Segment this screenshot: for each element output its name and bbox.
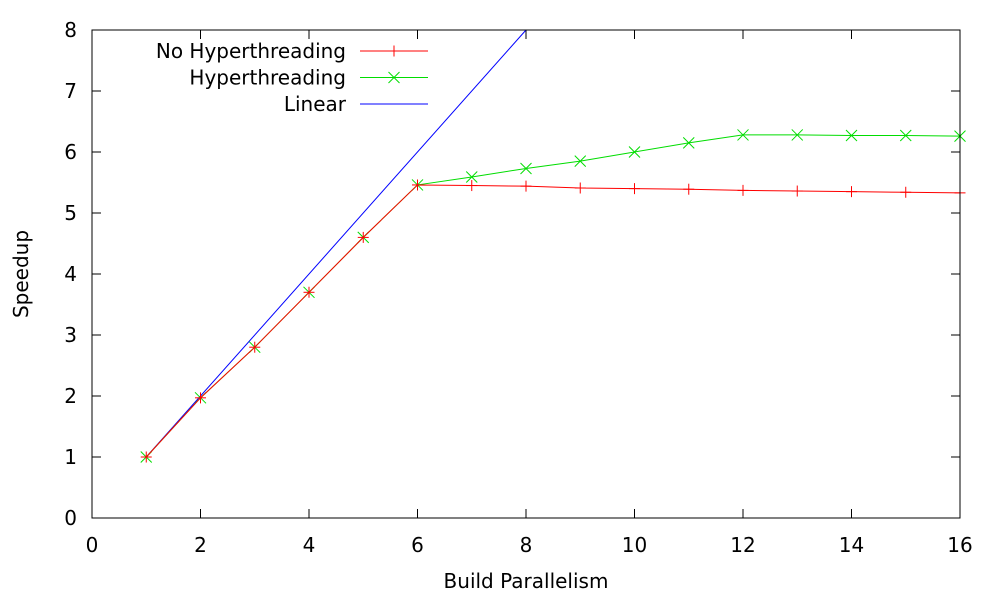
legend-item-linear: Linear bbox=[284, 92, 428, 116]
data-point-hyperthreading bbox=[791, 129, 804, 141]
data-point-no-hyperthreading bbox=[900, 186, 912, 198]
legend-label: Linear bbox=[284, 92, 347, 116]
y-tick-label: 1 bbox=[64, 445, 77, 469]
data-point-no-hyperthreading bbox=[140, 451, 152, 463]
x-tick-label: 14 bbox=[839, 533, 864, 557]
legend-marker bbox=[388, 71, 400, 84]
data-point-no-hyperthreading bbox=[520, 180, 532, 192]
data-point-no-hyperthreading bbox=[303, 286, 315, 298]
y-tick-label: 6 bbox=[64, 140, 77, 164]
data-point-no-hyperthreading bbox=[574, 182, 586, 194]
data-point-hyperthreading bbox=[845, 129, 858, 142]
y-axis-label: Speedup bbox=[9, 230, 33, 318]
data-point-no-hyperthreading bbox=[683, 183, 695, 195]
y-tick-label: 2 bbox=[64, 384, 77, 408]
data-point-no-hyperthreading bbox=[791, 185, 803, 197]
legend-label: Hyperthreading bbox=[189, 66, 346, 90]
data-point-hyperthreading bbox=[899, 129, 912, 142]
data-point-hyperthreading bbox=[465, 171, 478, 183]
legend-item-no-hyperthreading: No Hyperthreading bbox=[156, 39, 428, 63]
series-hyperthreading bbox=[140, 129, 966, 463]
series-layer bbox=[140, 29, 966, 463]
x-tick-label: 6 bbox=[411, 533, 424, 557]
plot-frame bbox=[91, 29, 961, 519]
data-point-no-hyperthreading bbox=[466, 180, 478, 192]
data-point-no-hyperthreading bbox=[737, 184, 749, 196]
data-point-no-hyperthreading bbox=[195, 392, 206, 404]
data-point-hyperthreading bbox=[737, 129, 749, 141]
data-point-no-hyperthreading bbox=[412, 179, 423, 191]
x-tick-label: 4 bbox=[303, 533, 316, 557]
x-axis-label: Build Parallelism bbox=[444, 569, 609, 593]
data-point-no-hyperthreading bbox=[249, 341, 261, 353]
x-tick-label: 2 bbox=[194, 533, 207, 557]
series-linear bbox=[145, 29, 527, 458]
data-point-no-hyperthreading bbox=[629, 183, 640, 195]
y-tick-label: 7 bbox=[64, 79, 77, 103]
x-tick-label: 12 bbox=[730, 533, 755, 557]
x-tick-label: 10 bbox=[622, 533, 647, 557]
x-tick-label: 0 bbox=[86, 533, 99, 557]
data-point-hyperthreading bbox=[628, 146, 641, 158]
series-line-linear bbox=[145, 29, 527, 458]
data-point-no-hyperthreading bbox=[357, 231, 369, 243]
y-tick-label: 0 bbox=[64, 506, 77, 530]
series-no-hyperthreading bbox=[140, 179, 966, 463]
legend-marker bbox=[388, 45, 400, 57]
x-tick-label: 16 bbox=[947, 533, 972, 557]
y-tick-label: 3 bbox=[64, 323, 77, 347]
data-point-hyperthreading bbox=[682, 136, 695, 149]
y-tick-label: 5 bbox=[64, 201, 77, 225]
legend-label: No Hyperthreading bbox=[156, 39, 346, 63]
x-tick-label: 8 bbox=[520, 533, 533, 557]
data-point-hyperthreading bbox=[574, 155, 587, 168]
y-tick-label: 8 bbox=[64, 18, 77, 42]
y-tick-label: 4 bbox=[64, 262, 77, 286]
legend-item-hyperthreading: Hyperthreading bbox=[189, 66, 428, 90]
data-point-hyperthreading bbox=[520, 162, 532, 175]
series-line-no-hyperthreading bbox=[145, 184, 961, 458]
series-line-hyperthreading bbox=[145, 134, 961, 458]
data-point-no-hyperthreading bbox=[846, 186, 857, 198]
